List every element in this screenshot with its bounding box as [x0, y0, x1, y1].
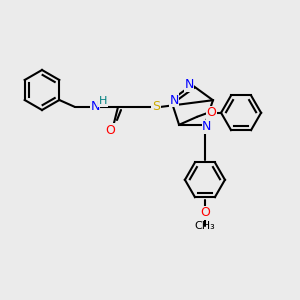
- Text: N: N: [169, 94, 179, 107]
- Text: S: S: [152, 100, 160, 113]
- Text: O: O: [200, 206, 210, 219]
- Text: N: N: [202, 120, 212, 133]
- Text: O: O: [105, 124, 115, 136]
- Text: N: N: [184, 79, 194, 92]
- Text: O: O: [206, 106, 216, 119]
- Text: H: H: [99, 96, 107, 106]
- Text: CH₃: CH₃: [195, 221, 215, 231]
- Text: N: N: [90, 100, 100, 113]
